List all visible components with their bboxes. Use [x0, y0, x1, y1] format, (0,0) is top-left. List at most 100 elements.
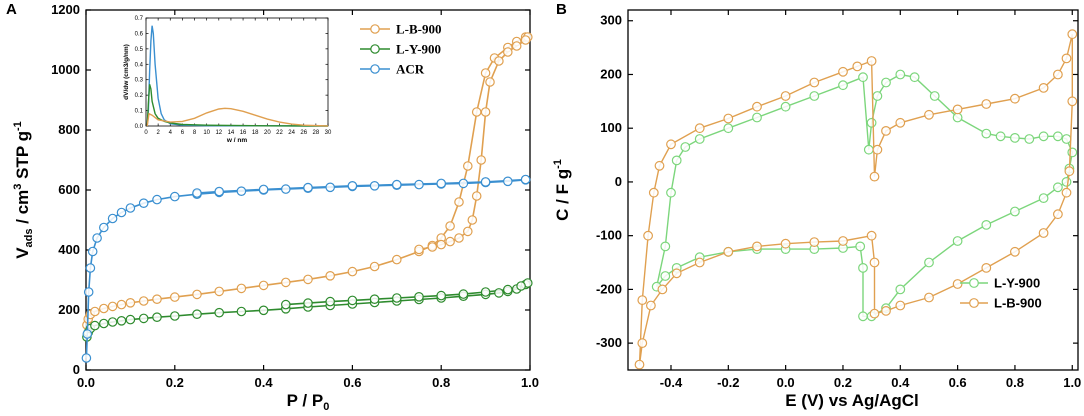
- panel-a-ylabel-ads: ads: [23, 228, 35, 247]
- series-l-b-900-point: [1061, 187, 1072, 198]
- series-l-y-900-point: [660, 241, 671, 252]
- inset-x-tick-label: 4: [169, 130, 173, 136]
- series-l-b-900-point: [369, 261, 380, 272]
- series-l-b-900-point: [838, 66, 848, 77]
- series-acr-point: [325, 182, 335, 193]
- series-acr-point: [81, 353, 92, 363]
- series-l-y-900-point: [1052, 131, 1063, 142]
- series-l-b-900-point: [1052, 209, 1063, 220]
- series-l-b-900-point: [511, 41, 522, 51]
- series-l-y-900-point: [325, 296, 335, 307]
- panel-a-ylabel-unit: / cm: [13, 190, 32, 229]
- series-acr-point: [85, 263, 96, 273]
- series-l-y-900-point: [694, 134, 705, 144]
- series-l-y-900-point: [909, 72, 920, 83]
- series-l-y-900-point: [1010, 132, 1020, 143]
- series-l-b-900-point: [881, 306, 891, 316]
- series-acr-point: [92, 233, 102, 243]
- series-l-b-900-point: [981, 263, 992, 273]
- series-l-y-900-point: [502, 284, 513, 295]
- inset-series-l-y-900-line: [146, 84, 329, 127]
- panel-a-xlabel-main: P / P: [287, 391, 324, 410]
- inset-x-tick-label: 6: [181, 130, 185, 136]
- series-l-y-900-point: [152, 312, 162, 322]
- series-l-b-900-point: [723, 246, 734, 257]
- series-l-y-900-point: [858, 72, 868, 83]
- series-l-b-900-point: [869, 308, 880, 319]
- panel-b-axes: -0.4 -0.2 0.0 0.2 0.4 0.6 0.8 1.0 -300 -200 -100 0 1…: [596, 10, 1081, 390]
- series-l-b-900-point: [192, 289, 202, 300]
- series-acr-point: [303, 182, 313, 193]
- inset-y-tick-label: 0.1: [135, 109, 144, 115]
- series-l-b-900-point: [1010, 246, 1020, 257]
- series-l-b-900-point: [634, 359, 645, 370]
- panel-b-x-tick-label: -0.2: [717, 375, 739, 390]
- series-l-b-900-point: [666, 139, 676, 150]
- series-l-y-900-point: [303, 298, 313, 308]
- series-l-y-900-point: [1024, 134, 1035, 144]
- series-l-y-900-point: [680, 142, 691, 152]
- series-l-b-900-point: [637, 295, 648, 306]
- series-l-b-900-point: [480, 68, 491, 78]
- inset-y-tick-label: 0.0: [135, 124, 144, 130]
- panel-b-y-tick-label: -200: [596, 281, 622, 296]
- series-l-y-900-point: [125, 314, 136, 325]
- series-l-y-900-point: [671, 155, 682, 166]
- legend-l-b-900-marker: [370, 24, 380, 34]
- series-acr-point: [107, 213, 118, 224]
- series-l-b-900-point: [280, 277, 291, 288]
- series-l-b-900-point: [1038, 228, 1049, 238]
- series-l-y-900-point: [116, 315, 127, 326]
- series-l-y-900-point: [391, 293, 402, 303]
- panel-a-ylabel-v: V: [13, 247, 32, 259]
- series-l-b-900-point: [646, 300, 656, 311]
- series-l-y-900-point: [436, 290, 446, 301]
- series-l-b-900-point: [391, 254, 402, 265]
- series-l-b-900-point: [125, 297, 136, 308]
- series-l-b-900-point: [303, 274, 313, 285]
- series-l-b-900-point: [852, 61, 863, 72]
- inset-x-tick-label: 28: [313, 130, 320, 136]
- inset-series-acr-line: [146, 25, 329, 127]
- inset-x-tick-label: 12: [215, 130, 222, 136]
- series-l-y-900-point: [236, 306, 247, 317]
- series-acr-point: [369, 181, 380, 191]
- inset-x-tick-label: 18: [252, 130, 259, 136]
- inset-x-tick-label: 30: [325, 130, 332, 136]
- series-acr-point: [87, 246, 98, 257]
- inset-ylabel: dV/dw (cm3/g/nm): [123, 44, 130, 100]
- panel-b-x-tick-label: 0.8: [1006, 375, 1024, 390]
- series-l-b-900-point: [643, 230, 653, 241]
- series-l-b-900-point: [924, 292, 934, 303]
- series-l-y-900-point: [192, 309, 202, 319]
- series-l-y-900-point: [723, 123, 734, 134]
- panel-b-ylabel-main: C / F g: [553, 169, 572, 221]
- legend-b-l-y-900-marker: [969, 278, 979, 288]
- series-acr-desorption-line: [196, 178, 526, 194]
- series-l-y-900-point: [99, 318, 109, 329]
- inset-series: [146, 25, 329, 127]
- inset-y-tick-label: 0.4: [135, 62, 144, 68]
- series-l-y-900-point: [214, 307, 224, 318]
- series-l-b-900-point: [671, 268, 682, 279]
- series-l-b-900-point: [809, 237, 820, 248]
- series-l-b-900-point: [723, 113, 734, 124]
- series-l-y-900-point: [414, 291, 424, 302]
- series-l-y-900-point: [895, 69, 906, 80]
- panel-a-legend: L-B-900 L-Y-900 ACR: [360, 22, 442, 77]
- series-l-b-900-point: [866, 56, 877, 66]
- panel-a-ylabel-stp: STP g: [13, 131, 32, 184]
- legend-b-l-b-900-label: L-B-900: [994, 296, 1042, 311]
- inset-x-tick-label: 14: [228, 130, 235, 136]
- panel-a-x-tick-label: 0.8: [432, 375, 450, 390]
- series-l-y-900-point: [1061, 134, 1072, 144]
- series-l-b-900-point: [462, 161, 473, 171]
- series-l-b-900-point: [471, 191, 482, 201]
- series-l-b-900-point: [694, 123, 705, 134]
- panel-a-xlabel: P / P0: [287, 391, 330, 413]
- series-l-b-900-point: [258, 280, 269, 291]
- series-acr-point: [458, 178, 469, 189]
- panel-b-ylabel-exp: -1: [552, 159, 564, 169]
- series-l-b-900-point: [462, 226, 473, 237]
